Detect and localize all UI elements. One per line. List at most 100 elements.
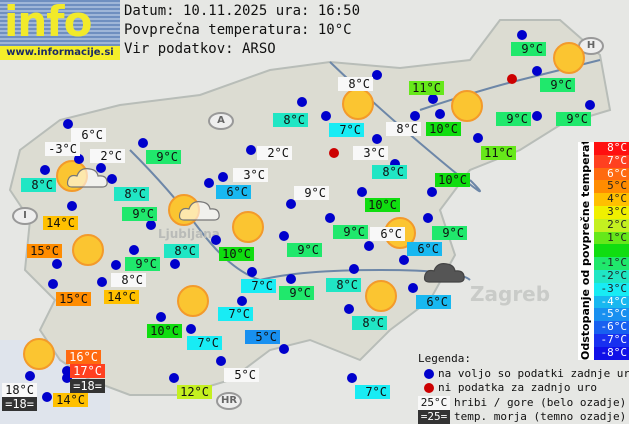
legend-mountain: hribi / gore (belo ozadje) <box>454 395 627 409</box>
temperature-label: 2°C <box>257 146 292 160</box>
temperature-label: 3°C <box>353 146 388 160</box>
temperature-label: 5°C <box>224 368 259 382</box>
station-marker[interactable] <box>247 267 257 277</box>
logo-text: info <box>4 0 92 46</box>
station-marker[interactable] <box>97 277 107 287</box>
station-marker[interactable] <box>428 94 438 104</box>
station-marker[interactable] <box>170 259 180 269</box>
sea-temperature-label: =18= <box>2 397 37 411</box>
station-marker[interactable] <box>237 296 247 306</box>
station-marker[interactable] <box>344 304 354 314</box>
sun-icon <box>365 280 397 312</box>
temperature-label: 6°C <box>216 185 251 199</box>
scale-step: 8°C <box>594 142 629 155</box>
temperature-label: 9°C <box>125 257 160 271</box>
station-marker[interactable] <box>532 111 542 121</box>
station-marker[interactable] <box>42 392 52 402</box>
temperature-label: 14°C <box>43 216 78 230</box>
temperature-label: 7°C <box>218 307 253 321</box>
station-marker[interactable] <box>211 235 221 245</box>
station-marker[interactable] <box>279 344 289 354</box>
country-croatia: HR <box>216 392 242 410</box>
station-marker[interactable] <box>63 119 73 129</box>
station-marker[interactable] <box>473 133 483 143</box>
temperature-label: 7°C <box>355 385 390 399</box>
station-marker[interactable] <box>364 241 374 251</box>
station-marker[interactable] <box>48 279 58 289</box>
station-marker[interactable] <box>390 159 400 169</box>
station-marker[interactable] <box>62 373 72 383</box>
station-marker[interactable] <box>67 201 77 211</box>
temperature-label: 9°C <box>122 207 157 221</box>
station-marker[interactable] <box>204 178 214 188</box>
temperature-label: 7°C <box>329 123 364 137</box>
scale-step: 4°C <box>594 193 629 206</box>
legend-sea-sample: =25= <box>418 410 450 424</box>
temperature-label: 15°C <box>56 292 91 306</box>
station-marker[interactable] <box>372 134 382 144</box>
station-marker[interactable] <box>138 138 148 148</box>
station-marker[interactable] <box>186 324 196 334</box>
station-marker[interactable] <box>40 165 50 175</box>
station-marker[interactable] <box>169 373 179 383</box>
cloud-icon <box>178 201 220 221</box>
station-marker[interactable] <box>517 30 527 40</box>
station-no-data-marker[interactable] <box>329 148 339 158</box>
station-marker[interactable] <box>286 274 296 284</box>
scale-step: -7°C <box>594 333 629 347</box>
station-marker[interactable] <box>321 111 331 121</box>
station-marker[interactable] <box>146 220 156 230</box>
station-marker[interactable] <box>435 109 445 119</box>
temperature-label: 9°C <box>294 186 329 200</box>
station-marker[interactable] <box>129 245 139 255</box>
temperature-label: 9°C <box>333 225 368 239</box>
station-marker[interactable] <box>399 255 409 265</box>
temperature-label: 6°C <box>71 128 106 142</box>
scale-step: -1°C <box>594 257 629 270</box>
map-label-ljubljana: Ljubljana <box>158 227 220 241</box>
station-marker[interactable] <box>372 70 382 80</box>
station-marker[interactable] <box>156 312 166 322</box>
station-marker[interactable] <box>74 154 84 164</box>
station-marker[interactable] <box>279 231 289 241</box>
temperature-label: -3°C <box>45 142 80 156</box>
station-marker[interactable] <box>246 145 256 155</box>
temperature-label: 6°C <box>407 242 442 256</box>
station-marker[interactable] <box>408 283 418 293</box>
station-marker[interactable] <box>286 199 296 209</box>
station-marker[interactable] <box>357 187 367 197</box>
logo-url[interactable]: www.informacije.si <box>0 46 120 60</box>
scale-step: -4°C <box>594 295 629 309</box>
temperature-label: 8°C <box>164 244 199 258</box>
scale-step: 6°C <box>594 167 629 181</box>
station-marker[interactable] <box>349 264 359 274</box>
station-marker[interactable] <box>325 213 335 223</box>
station-marker[interactable] <box>423 213 433 223</box>
temperature-label: 9°C <box>540 78 575 92</box>
station-marker[interactable] <box>216 356 226 366</box>
station-marker[interactable] <box>96 163 106 173</box>
station-marker[interactable] <box>111 260 121 270</box>
legend-mountain-sample: 25°C <box>418 395 450 410</box>
scale-step: 7°C <box>594 154 629 168</box>
station-marker[interactable] <box>532 66 542 76</box>
station-marker[interactable] <box>410 111 420 121</box>
station-no-data-marker[interactable] <box>507 74 517 84</box>
station-marker[interactable] <box>25 371 35 381</box>
temperature-label: 3°C <box>233 168 268 182</box>
station-marker[interactable] <box>297 97 307 107</box>
sun-icon <box>72 234 104 266</box>
station-marker[interactable] <box>62 366 72 376</box>
station-marker[interactable] <box>107 174 117 184</box>
country-austria: A <box>208 112 234 130</box>
scale-step: 1°C <box>594 231 629 245</box>
station-marker[interactable] <box>585 100 595 110</box>
logo[interactable]: info www.informacije.si <box>0 0 120 60</box>
red-dot-icon <box>424 383 434 394</box>
station-marker[interactable] <box>218 172 228 182</box>
scale-step: 5°C <box>594 180 629 194</box>
station-marker[interactable] <box>427 187 437 197</box>
station-marker[interactable] <box>347 373 357 383</box>
station-marker[interactable] <box>52 259 62 269</box>
